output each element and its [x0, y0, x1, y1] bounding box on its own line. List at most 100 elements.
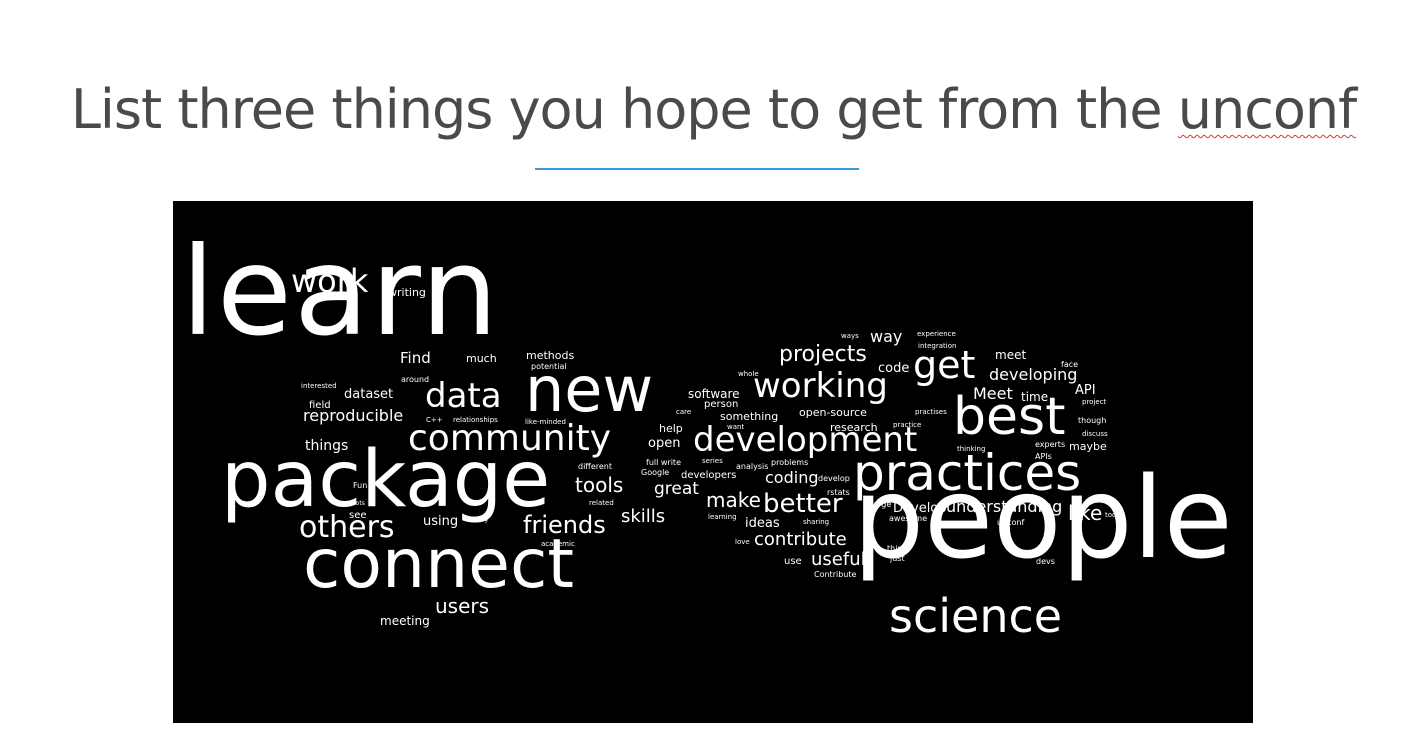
title-underline-rule	[535, 168, 859, 170]
cloud-word: C++	[426, 416, 443, 424]
cloud-word: way	[870, 327, 903, 346]
cloud-word: just	[890, 554, 905, 563]
cloud-word: time	[1021, 390, 1049, 404]
cloud-word: tool	[1105, 511, 1119, 519]
cloud-word: ways	[841, 332, 859, 340]
cloud-word: open-source	[799, 406, 867, 419]
cloud-word: get	[913, 343, 976, 387]
cloud-word: rstats	[827, 488, 850, 497]
cloud-word: meeting	[380, 614, 430, 628]
cloud-word: code	[878, 361, 910, 376]
word-cloud-image: learn people package connect new practic…	[173, 201, 1253, 723]
cloud-word: care	[676, 408, 692, 416]
cloud-word: thinking	[957, 445, 986, 453]
spellcheck-flagged-word: unconf	[1177, 78, 1357, 141]
cloud-word: projects	[779, 342, 867, 367]
cloud-word: Develop	[893, 501, 947, 516]
cloud-word: see	[349, 510, 367, 521]
cloud-word: API	[1075, 383, 1096, 398]
cloud-word: something	[720, 410, 779, 423]
cloud-word: methods	[526, 349, 575, 362]
cloud-word: experts	[1035, 440, 1066, 449]
cloud-word: best	[953, 387, 1066, 447]
cloud-word: practice	[893, 421, 922, 429]
cloud-word: related	[589, 499, 614, 507]
cloud-word: open	[648, 436, 681, 451]
cloud-word: developers	[681, 470, 737, 481]
cloud-word: things	[305, 438, 349, 454]
cloud-word: coding	[765, 468, 819, 487]
cloud-word: Contribute	[814, 570, 857, 579]
cloud-word: developing	[989, 365, 1078, 384]
cloud-word: sharing	[803, 518, 830, 526]
cloud-word: experience	[917, 330, 956, 338]
cloud-word: Meet	[973, 384, 1013, 403]
cloud-word: practises	[915, 408, 947, 416]
cloud-word: great	[654, 479, 699, 499]
cloud-word: like-minded	[525, 418, 566, 426]
cloud-word: useful	[811, 549, 866, 570]
cloud-word: tools	[575, 473, 624, 497]
cloud-word: like	[1068, 501, 1103, 525]
cloud-word: research	[830, 421, 878, 434]
cloud-word: skills	[621, 506, 666, 527]
cloud-word: learn	[181, 221, 501, 363]
cloud-word: dataset	[344, 387, 394, 402]
cloud-word: writing	[388, 286, 426, 299]
cloud-word: learning	[708, 513, 737, 521]
cloud-word: use	[784, 556, 802, 567]
cloud-word: package	[221, 435, 551, 525]
cloud-word: ideas	[745, 516, 780, 531]
cloud-word: development	[693, 420, 918, 460]
cloud-word: much	[466, 352, 497, 365]
cloud-word: friends	[523, 511, 606, 539]
cloud-word: software	[688, 387, 740, 401]
cloud-word: people	[853, 454, 1233, 584]
cloud-word: though	[1078, 416, 1107, 425]
cloud-word: even	[1095, 495, 1115, 504]
cloud-word: practices	[853, 444, 1082, 502]
cloud-word: maybe	[1069, 440, 1107, 453]
cloud-word: new	[525, 353, 654, 426]
cloud-word: APIs	[1035, 452, 1052, 461]
cloud-word: academic	[541, 540, 575, 548]
cloud-word: potential	[531, 362, 567, 371]
cloud-word: meet	[995, 348, 1027, 362]
cloud-word: understanding	[946, 497, 1063, 516]
cloud-word: person	[704, 399, 739, 410]
cloud-word: Find	[400, 349, 431, 367]
cloud-word: interested	[301, 382, 337, 390]
cloud-word: whole	[738, 370, 759, 378]
cloud-word: working	[753, 366, 888, 406]
cloud-word: work	[291, 262, 369, 300]
cloud-word: connect	[303, 525, 575, 604]
cloud-word: around	[401, 375, 430, 384]
cloud-word: large	[871, 500, 892, 509]
cloud-word: lots	[354, 500, 365, 507]
cloud-word: contribute	[754, 529, 847, 550]
cloud-word: relationships	[453, 416, 498, 424]
slide-title: List three things you hope to get from t…	[0, 78, 1427, 141]
cloud-word: project	[1082, 398, 1107, 406]
cloud-word: Google	[641, 468, 670, 477]
cloud-word: full write	[646, 458, 681, 467]
cloud-word: Fun	[353, 481, 368, 490]
cloud-word: love	[735, 538, 750, 546]
cloud-word: reproducible	[303, 406, 404, 425]
cloud-word: develop	[818, 474, 850, 483]
cloud-word: series	[702, 457, 723, 465]
cloud-word: community	[408, 418, 612, 459]
cloud-word: think	[887, 544, 908, 553]
cloud-word: analysis	[736, 462, 769, 471]
cloud-word: field	[309, 400, 331, 411]
cloud-word: different	[578, 462, 612, 471]
cloud-word: integration	[918, 342, 957, 350]
cloud-word: users	[435, 594, 490, 618]
cloud-word: science	[889, 589, 1063, 643]
cloud-word: problems	[771, 458, 809, 467]
cloud-word: want	[727, 423, 745, 431]
cloud-word: discuss	[1082, 430, 1108, 438]
cloud-word: unconf	[997, 518, 1025, 527]
cloud-word: help	[659, 422, 683, 435]
cloud-word: better	[763, 489, 843, 519]
